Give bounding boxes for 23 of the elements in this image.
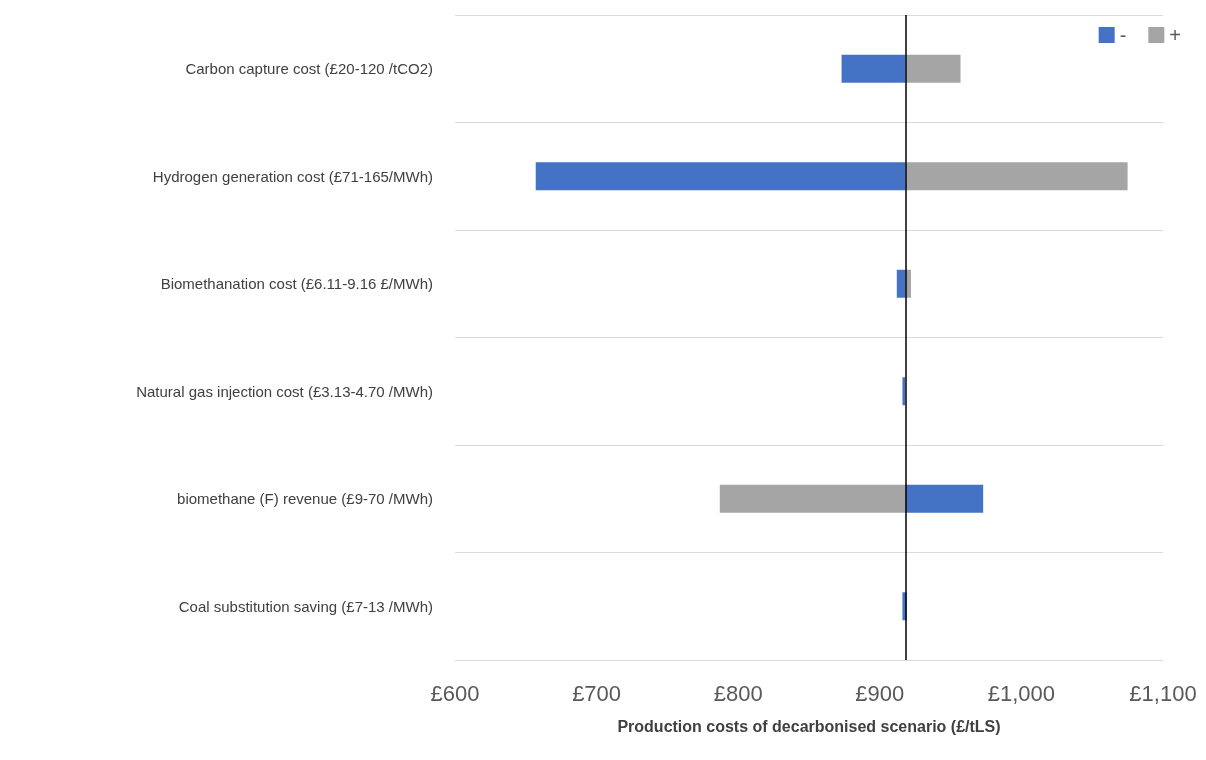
x-axis-title: Production costs of decarbonised scenario (£/tLS) <box>617 717 1001 735</box>
x-tick-label: £900 <box>855 680 905 706</box>
y-tick-label: Natural gas injection cost (£3.13-4.70 /MWh) <box>136 382 433 400</box>
y-tick-label: Coal substitution saving (£7-13 /MWh) <box>178 597 433 615</box>
bar <box>905 54 961 83</box>
y-tick-label: Carbon capture cost (£20-120 /tCO2) <box>185 60 433 78</box>
bar <box>905 162 1128 191</box>
y-tick-label: biomethane (F) revenue (£9-70 /MWh) <box>177 490 433 508</box>
legend-label: + <box>1169 24 1182 46</box>
bar <box>905 484 984 513</box>
legend-label: - <box>1119 24 1127 46</box>
bar <box>896 269 906 298</box>
x-tick-label: £800 <box>713 680 763 706</box>
x-tick-label: £1,000 <box>987 680 1056 706</box>
bar <box>719 484 906 513</box>
x-tick-label: £600 <box>430 680 480 706</box>
bar <box>841 54 906 83</box>
x-tick-label: £1,100 <box>1129 680 1197 706</box>
y-tick-label: Hydrogen generation cost (£71-165/MWh) <box>152 167 433 185</box>
bar <box>902 377 906 406</box>
y-tick-label: Biomethanation cost (£6.11-9.16 £/MWh) <box>160 275 433 293</box>
x-tick-label: £700 <box>572 680 622 706</box>
bar <box>535 162 906 191</box>
